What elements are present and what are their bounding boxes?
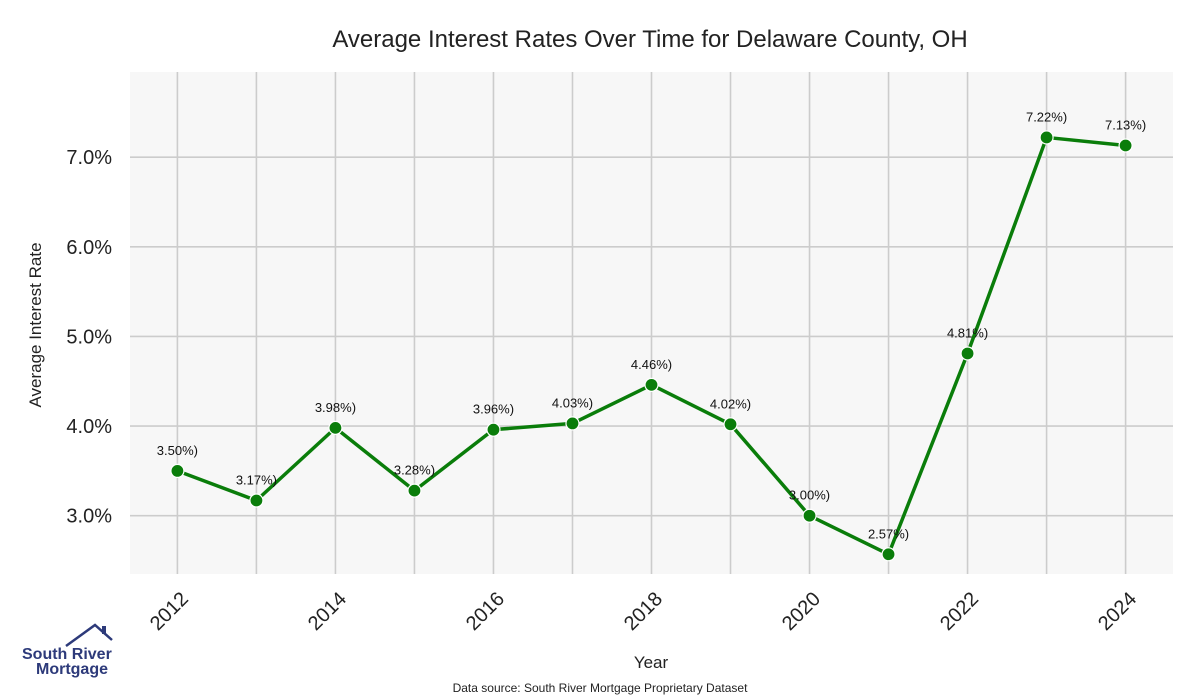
data-point [723, 417, 738, 432]
x-tick-label: 2020 [778, 588, 825, 635]
data-point [1039, 130, 1054, 145]
data-point [407, 483, 422, 498]
data-label: 3.00%) [789, 488, 830, 503]
data-point [802, 508, 817, 523]
y-axis-label: Average Interest Rate [26, 242, 45, 407]
house-roof-icon [65, 623, 113, 648]
data-label: 4.03%) [552, 395, 593, 410]
x-tick-label: 2024 [1094, 588, 1141, 635]
data-point [170, 463, 185, 479]
data-label: 4.81%) [947, 325, 988, 340]
y-tick-label: 4.0% [66, 416, 112, 438]
data-point [486, 422, 501, 437]
data-label: 7.22%) [1026, 109, 1067, 124]
x-tick-label: 2014 [304, 588, 351, 635]
brand-logo: South River Mortgage [22, 620, 122, 680]
data-label: 3.96%) [473, 402, 514, 417]
data-label: 3.17%) [236, 472, 277, 487]
data-point [328, 420, 343, 435]
data-label: 4.02%) [710, 396, 751, 411]
x-tick-label: 2022 [936, 588, 983, 635]
logo-line-1: South River [22, 646, 112, 663]
data-point [960, 346, 975, 361]
y-tick-label: 7.0% [66, 147, 112, 169]
data-label: 3.50%) [157, 443, 198, 458]
data-label: 3.28%) [394, 463, 435, 478]
data-point [249, 493, 264, 508]
x-tick-label: 2016 [462, 588, 509, 635]
data-point [565, 416, 580, 431]
data-point [881, 547, 896, 562]
logo-line-2: Mortgage [36, 661, 108, 678]
chart-title: Average Interest Rates Over Time for Del… [332, 26, 967, 53]
x-tick-label: 2012 [146, 588, 193, 635]
x-axis-label: Year [634, 653, 669, 672]
data-point [644, 377, 659, 392]
data-label: 7.13%) [1105, 118, 1146, 133]
x-tick-label: 2018 [620, 588, 667, 635]
y-tick-label: 6.0% [66, 237, 112, 259]
data-point [1118, 138, 1133, 153]
y-tick-label: 5.0% [66, 326, 112, 348]
y-tick-label: 3.0% [66, 506, 112, 528]
data-label: 2.57%) [868, 526, 909, 541]
data-source-note: Data source: South River Mortgage Propri… [452, 681, 748, 695]
data-label: 3.98%) [315, 400, 356, 415]
data-label: 4.46%) [631, 357, 672, 372]
